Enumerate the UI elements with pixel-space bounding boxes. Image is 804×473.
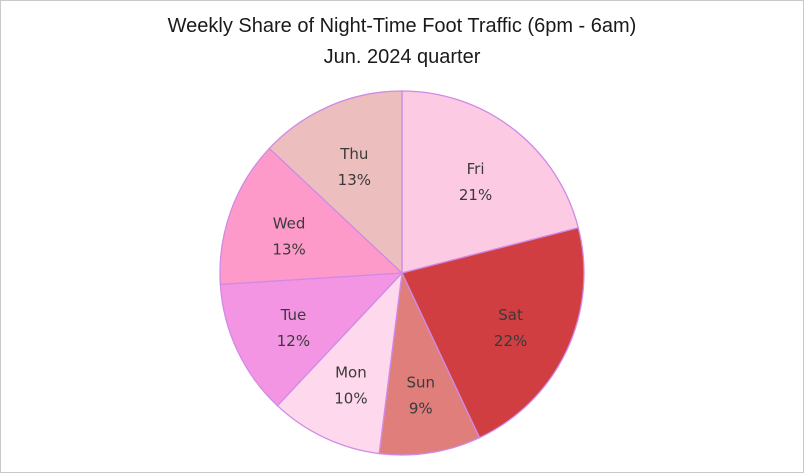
slice-label-sat: Sat [498,306,523,324]
slice-value-mon: 10% [334,390,367,408]
chart-subtitle: Jun. 2024 quarter [323,46,481,68]
slice-label-sun: Sun [406,374,435,392]
slice-value-sun: 9% [409,400,433,418]
pie-slice-mon [276,271,403,455]
slice-value-wed: 13% [272,240,305,258]
slice-label-mon: Mon [335,364,367,382]
slice-label-tue: Tue [280,306,307,324]
slice-label-fri: Fri [467,160,485,178]
slice-value-tue: 12% [277,332,310,350]
chart-title: Weekly Share of Night-Time Foot Traffic … [167,15,637,37]
slice-label-thu: Thu [339,145,368,163]
pie-slice-thu [268,90,403,275]
slice-value-fri: 21% [459,186,492,204]
slice-label-wed: Wed [273,214,306,232]
pie-slice-sun [378,270,481,456]
pie-slice-sat [401,226,585,439]
slice-value-thu: 13% [338,171,371,189]
slice-value-sat: 22% [494,332,527,350]
pie-slice-wed [219,147,404,286]
pie-slice-tue [219,272,404,407]
pie-slice-fri [401,90,580,274]
